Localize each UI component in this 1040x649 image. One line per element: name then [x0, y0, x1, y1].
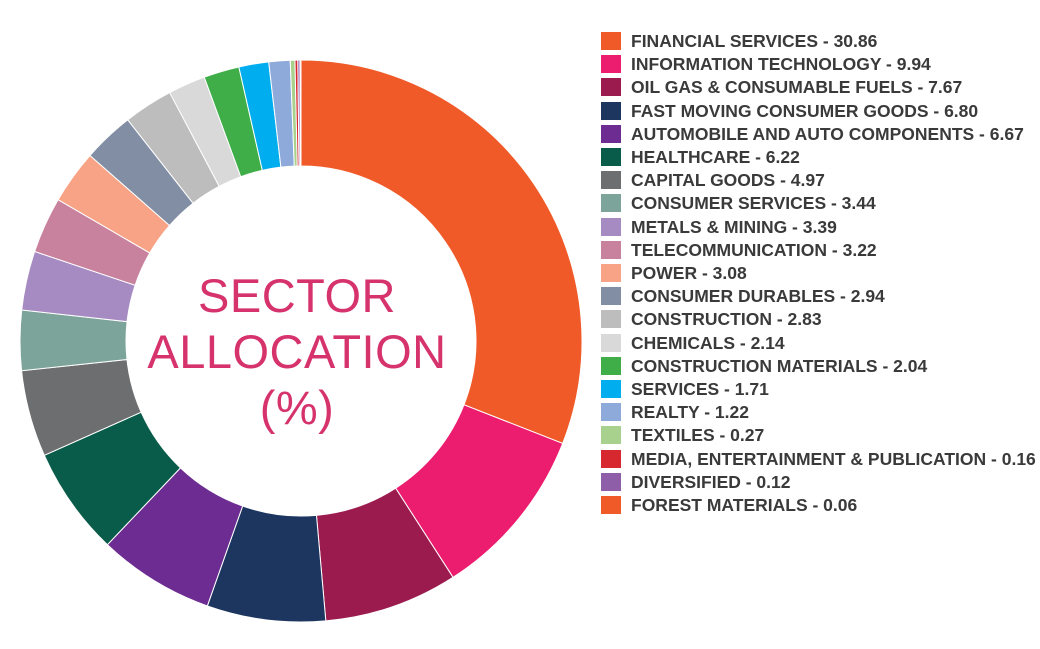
- legend-swatch: [601, 78, 621, 97]
- legend-item: FAST MOVING CONSUMER GOODS - 6.80: [601, 100, 1037, 123]
- legend-swatch: [601, 264, 621, 283]
- legend-swatch: [601, 449, 621, 468]
- legend-label: CONSUMER SERVICES - 3.44: [631, 193, 876, 214]
- legend-item: HEALTHCARE - 6.22: [601, 146, 1037, 169]
- chart-title-line-3: (%): [259, 381, 335, 434]
- legend-label: DIVERSIFIED - 0.12: [631, 471, 791, 492]
- legend-item: OIL GAS & CONSUMABLE FUELS - 7.67: [601, 76, 1037, 99]
- legend-label: MEDIA, ENTERTAINMENT & PUBLICATION - 0.1…: [631, 448, 1036, 469]
- legend-item: CONSUMER SERVICES - 3.44: [601, 192, 1037, 215]
- legend-swatch: [601, 194, 621, 213]
- legend-label: CONSTRUCTION - 2.83: [631, 309, 822, 330]
- legend-swatch: [601, 472, 621, 491]
- legend-item: INFORMATION TECHNOLOGY - 9.94: [601, 53, 1037, 76]
- legend-item: CAPITAL GOODS - 4.97: [601, 169, 1037, 192]
- legend-label: CAPITAL GOODS - 4.97: [631, 170, 825, 191]
- legend-label: HEALTHCARE - 6.22: [631, 147, 800, 168]
- legend-item: POWER - 3.08: [601, 262, 1037, 285]
- legend-swatch: [601, 148, 621, 167]
- legend-item: MEDIA, ENTERTAINMENT & PUBLICATION - 0.1…: [601, 448, 1037, 471]
- legend-label: TELECOMMUNICATION - 3.22: [631, 239, 877, 260]
- legend-label: CHEMICALS - 2.14: [631, 332, 785, 353]
- legend-label: FAST MOVING CONSUMER GOODS - 6.80: [631, 100, 979, 121]
- chart-legend: FINANCIAL SERVICES - 30.86 INFORMATION TE…: [601, 30, 1037, 517]
- legend-swatch: [601, 333, 621, 352]
- legend-label: METALS & MINING - 3.39: [631, 216, 837, 237]
- legend-label: REALTY - 1.22: [631, 402, 749, 423]
- legend-item: TEXTILES - 0.27: [601, 424, 1037, 447]
- legend-item: CONSUMER DURABLES - 2.94: [601, 285, 1037, 308]
- legend-label: FINANCIAL SERVICES - 30.86: [631, 31, 878, 51]
- legend-label: OIL GAS & CONSUMABLE FUELS - 7.67: [631, 77, 963, 98]
- legend-item: CHEMICALS - 2.14: [601, 332, 1037, 355]
- sector-allocation-chart: SECTOR ALLOCATION (%): [19, 59, 583, 623]
- legend-swatch: [601, 287, 621, 306]
- donut-slice-20: [299, 59, 302, 167]
- legend-swatch: [601, 32, 621, 50]
- legend-label: SERVICES - 1.71: [631, 379, 769, 400]
- legend-label: CONSTRUCTION MATERIALS - 2.04: [631, 355, 928, 376]
- legend-item: TELECOMMUNICATION - 3.22: [601, 239, 1037, 262]
- legend-item: FOREST MATERIALS - 0.06: [601, 494, 1037, 517]
- legend-item: CONSTRUCTION - 2.83: [601, 308, 1037, 331]
- legend-swatch: [601, 496, 621, 515]
- legend-item: FINANCIAL SERVICES - 30.86: [601, 30, 1037, 53]
- legend-swatch: [601, 55, 621, 74]
- chart-title-line-2: ALLOCATION: [147, 325, 447, 378]
- donut-slice-0: [300, 59, 583, 445]
- legend-swatch: [601, 217, 621, 236]
- donut-chart: [19, 59, 583, 623]
- legend-swatch: [601, 380, 621, 399]
- legend-label: AUTOMOBILE AND AUTO COMPONENTS - 6.67: [631, 123, 1024, 144]
- legend-item: SERVICES - 1.71: [601, 378, 1037, 401]
- legend-swatch: [601, 101, 621, 120]
- legend-item: AUTOMOBILE AND AUTO COMPONENTS - 6.67: [601, 123, 1037, 146]
- legend-label: POWER - 3.08: [631, 263, 747, 284]
- legend-item: REALTY - 1.22: [601, 401, 1037, 424]
- legend-label: INFORMATION TECHNOLOGY - 9.94: [631, 54, 931, 75]
- legend-swatch: [601, 310, 621, 329]
- chart-title: SECTOR ALLOCATION (%): [137, 268, 457, 436]
- legend-swatch: [601, 356, 621, 375]
- legend-swatch: [601, 240, 621, 259]
- legend-item: METALS & MINING - 3.39: [601, 216, 1037, 239]
- legend-label: CONSUMER DURABLES - 2.94: [631, 286, 885, 307]
- chart-title-line-1: SECTOR: [198, 269, 396, 322]
- legend-swatch: [601, 426, 621, 445]
- legend-label: TEXTILES - 0.27: [631, 425, 765, 446]
- legend-item: DIVERSIFIED - 0.12: [601, 471, 1037, 494]
- legend-label: FOREST MATERIALS - 0.06: [631, 495, 858, 516]
- legend-swatch: [601, 171, 621, 190]
- legend-item: CONSTRUCTION MATERIALS - 2.04: [601, 355, 1037, 378]
- legend-swatch: [601, 403, 621, 422]
- legend-swatch: [601, 124, 621, 143]
